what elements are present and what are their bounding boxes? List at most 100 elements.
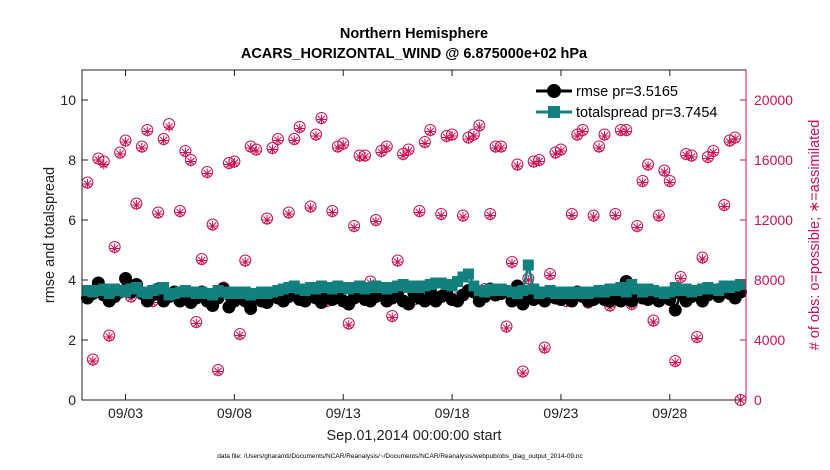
obs-assimilated-point bbox=[272, 135, 283, 146]
totalspread-point bbox=[158, 282, 170, 293]
y-tick-label: 4 bbox=[68, 272, 76, 288]
rmse-point bbox=[244, 302, 258, 315]
line-layer bbox=[80, 259, 748, 317]
obs-assimilated-point bbox=[719, 201, 730, 212]
x-tick-label: 09/03 bbox=[108, 405, 143, 421]
obs-assimilated-point bbox=[637, 177, 648, 188]
obs-assimilated-point bbox=[104, 332, 115, 342]
obs-assimilated-point bbox=[659, 167, 670, 177]
obs-assimilated-point bbox=[164, 122, 175, 132]
obs-assimilated-point bbox=[294, 123, 305, 134]
obs-assimilated-point bbox=[120, 137, 131, 147]
ticks-layer: 09/03 09/08 09/13 09/18 09/23 09/28 0 2 4 6 8 10 0 40… bbox=[60, 70, 793, 421]
obs-assimilated-point bbox=[131, 200, 142, 210]
obs-assimilated-point bbox=[419, 138, 430, 149]
obs-assimilated-point bbox=[517, 368, 528, 378]
y-tick-label: 10 bbox=[60, 92, 76, 108]
obs-assimilated-point bbox=[588, 212, 599, 222]
obs-assimilated-point bbox=[534, 156, 545, 167]
obs-assimilated-point bbox=[670, 357, 681, 368]
obs-assimilated-point bbox=[566, 210, 577, 221]
obs-assimilated-point bbox=[191, 318, 202, 329]
totalspread-point bbox=[517, 285, 529, 296]
legend: rmse pr=3.5165 totalspread pr=3.7454 bbox=[536, 76, 740, 124]
obs-assimilated-point bbox=[180, 147, 191, 158]
obs-assimilated-point bbox=[545, 270, 556, 281]
obs-assimilated-point bbox=[305, 203, 316, 213]
legend-rmse-label: rmse pr=3.5165 bbox=[576, 84, 678, 100]
obs-assimilated-point bbox=[381, 143, 392, 153]
obs-assimilated-point bbox=[621, 126, 632, 137]
obs-assimilated-point bbox=[506, 258, 517, 269]
x-tick-label: 09/13 bbox=[326, 405, 361, 421]
obs-assimilated-point bbox=[202, 168, 213, 179]
obs-assimilated-point bbox=[234, 330, 245, 341]
rmse-point bbox=[418, 294, 432, 308]
obs-assimilated-point bbox=[360, 152, 371, 162]
obs-assimilated-point bbox=[338, 140, 349, 150]
totalspread-point bbox=[620, 286, 632, 298]
obs-assimilated-point bbox=[436, 210, 447, 221]
obs-assimilated-point bbox=[87, 356, 98, 366]
totalspread-point bbox=[522, 259, 534, 271]
rmse-point bbox=[614, 294, 628, 308]
obs-assimilated-point bbox=[692, 333, 703, 344]
obs-assimilated-point bbox=[370, 216, 381, 227]
y2-tick-label: 16000 bbox=[754, 152, 793, 168]
obs-assimilated-point bbox=[174, 207, 185, 218]
obs-assimilated-point bbox=[115, 149, 126, 159]
rmse-point bbox=[119, 272, 133, 285]
obs-assimilated-point bbox=[594, 143, 605, 153]
obs-assimilated-point bbox=[109, 243, 120, 254]
obs-assimilated-point bbox=[142, 126, 153, 137]
obs-assimilated-point bbox=[82, 179, 93, 189]
obs-assimilated-point bbox=[283, 209, 294, 219]
y2-axis-label: # of obs: o=possible; ∗=assimilated bbox=[807, 120, 823, 351]
obs-assimilated-point bbox=[213, 366, 224, 377]
obs-assimilated-point bbox=[457, 212, 468, 222]
obs-assimilated-point bbox=[648, 317, 659, 327]
obs-assimilated-point bbox=[496, 143, 507, 153]
chart-subtitle: ACARS_HORIZONTAL_WIND @ 6.875000e+02 hPa bbox=[241, 46, 588, 62]
obs-assimilated-point bbox=[425, 126, 436, 137]
y2-tick-label: 4000 bbox=[754, 332, 785, 348]
y2-tick-label: 8000 bbox=[754, 272, 785, 288]
chart-title: Northern Hemisphere bbox=[340, 26, 488, 42]
obs-assimilated-point bbox=[474, 122, 485, 132]
x-tick-label: 09/08 bbox=[217, 405, 252, 421]
obs-assimilated-point bbox=[632, 222, 643, 233]
obs-assimilated-point bbox=[262, 215, 273, 225]
obs-assimilated-point bbox=[387, 312, 398, 323]
obs-assimilated-point bbox=[468, 131, 479, 141]
obs-assimilated-point bbox=[512, 161, 523, 171]
data-file-note: data file: /Users/gharamti/Documents/NCA… bbox=[217, 453, 583, 460]
obs-assimilated-point bbox=[229, 158, 240, 168]
obs-assimilated-point bbox=[153, 209, 164, 219]
obs-assimilated-point bbox=[403, 146, 414, 156]
x-axis-label: Sep.01,2014 00:00:00 start bbox=[327, 428, 502, 444]
obs-assimilated-point bbox=[136, 143, 147, 153]
obs-assimilated-point bbox=[207, 221, 218, 231]
obs-assimilated-point bbox=[376, 147, 387, 158]
obs-assimilated-point bbox=[730, 134, 741, 144]
obs-assimilated-point bbox=[251, 146, 262, 156]
x-tick-label: 09/23 bbox=[543, 405, 578, 421]
obs-assimilated-point bbox=[577, 126, 588, 137]
obs-assimilated-point bbox=[158, 135, 169, 146]
obs-assimilated-point bbox=[572, 131, 583, 141]
obs-assimilated-point bbox=[327, 207, 338, 218]
y2-tick-label: 0 bbox=[754, 392, 762, 408]
obs-assimilated-point bbox=[185, 156, 196, 167]
obs-assimilated-point bbox=[539, 344, 550, 354]
totalspread-point bbox=[735, 279, 747, 290]
obs-assimilated-point bbox=[664, 177, 675, 188]
obs-assimilated-point bbox=[653, 212, 664, 222]
totalspread-point bbox=[462, 268, 474, 280]
obs-assimilated-point bbox=[289, 135, 300, 146]
obs-assimilated-point bbox=[98, 159, 109, 170]
plot-area bbox=[82, 70, 746, 400]
obs-assimilated-point bbox=[599, 131, 610, 141]
legend-rmse-marker bbox=[547, 84, 561, 98]
obs-assimilated-point bbox=[501, 323, 512, 333]
